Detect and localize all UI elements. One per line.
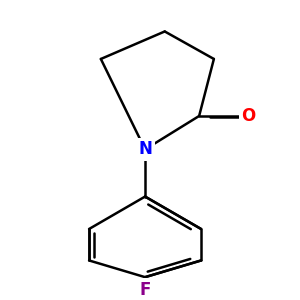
Text: O: O <box>241 107 255 125</box>
Text: F: F <box>140 281 151 299</box>
Text: N: N <box>138 140 152 158</box>
